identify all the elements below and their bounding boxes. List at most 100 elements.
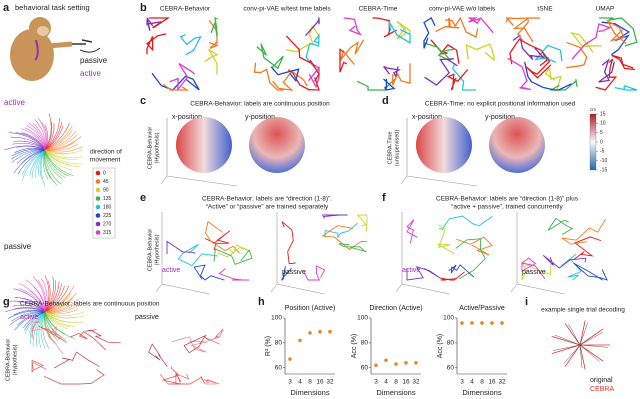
legend-frame [92,167,116,239]
original-trajectory [568,323,581,346]
trajectory [561,253,582,281]
embedding-sphere [489,117,545,173]
axes-3d [395,212,450,295]
legend-swatch [95,213,101,218]
trajectory [12,142,46,151]
trajectory [21,128,46,151]
trajectory [435,17,460,32]
panel-label: b [140,2,147,14]
colorbar [589,113,597,171]
panel-title: behavioral task setting [15,3,90,12]
trajectory [183,334,207,354]
cue-label: passive [80,56,108,65]
trajectory [44,149,66,178]
trajectory [44,285,70,313]
trajectory [37,117,47,151]
side-label: CEBRA-Behavior [5,339,11,382]
trajectory [598,17,638,47]
panel-label: a [3,2,10,14]
trajectory [179,34,202,56]
trajectory [446,69,468,91]
trajectory [166,240,196,255]
trajectory [44,149,79,160]
trajectory [38,325,68,343]
trajectory [29,290,46,313]
trajectory [175,372,206,385]
original-trajectory [579,344,583,368]
decoded-trajectory [579,320,586,346]
x-tick-label: 8 [480,379,484,386]
trajectory [28,122,46,151]
trajectory [14,147,46,153]
data-point [490,321,494,325]
trajectory [169,63,195,92]
trajectory [31,149,46,179]
legend-label: 135 [103,196,112,202]
decoded-trajectory [579,344,604,362]
trajectory [605,19,627,45]
trajectory [11,149,46,163]
trajectory [339,48,348,73]
decoded-trajectory [564,344,581,367]
plot-label: passive [135,314,159,321]
colorbar-tick-label: -15 [600,167,607,173]
decoded-trajectory [579,328,604,346]
trajectory [44,149,70,177]
trajectory [44,149,70,166]
trajectory [14,296,46,313]
original-trajectory [554,334,581,346]
panel-label: c [140,95,146,107]
trajectory [614,85,638,91]
trajectory [204,48,219,75]
panel-label: h [258,296,265,308]
trajectory [272,70,308,91]
trajectory [566,42,588,69]
y-tick-label: 100 [271,315,282,322]
panel-title: “active + passive”, trained concurrently [451,204,563,211]
trajectory [4,307,46,313]
trajectory [44,311,86,319]
trajectory [547,217,574,235]
x-axis-label: Dimensions [376,388,415,397]
trajectory [24,127,46,151]
trajectory [44,123,70,151]
trajectory [286,35,320,82]
sub-title: x-position [172,114,202,121]
plot-label: active [20,314,38,321]
trajectory [203,379,220,385]
sub-title: x-position [412,114,442,121]
trajectory [437,224,455,255]
trajectory [69,331,106,351]
trajectory [44,113,52,151]
trajectory [339,39,365,65]
x-tick-label: 32 [412,379,420,386]
y-tick-label: 80 [447,340,455,347]
trajectory [524,61,572,91]
trajectory [32,122,46,151]
trajectory [44,146,83,153]
x-tick-label: 8 [308,379,312,386]
trajectory [29,311,46,345]
data-point [308,331,312,335]
trajectory [506,16,541,26]
legend-label: 315 [103,230,112,236]
trajectory [451,63,476,91]
trajectory [11,149,46,160]
trajectory [424,42,456,62]
x-tick-label: 32 [498,379,506,386]
legend-label: 225 [103,213,112,219]
trajectory [509,38,548,67]
x-tick-label: 16 [402,379,410,386]
y-tick-label: 80 [275,340,283,347]
trajectory [13,288,46,313]
panel-label: i [525,296,528,308]
colorbar-unit: cm [590,107,596,112]
trajectory [218,268,250,281]
trajectory [13,149,46,174]
trajectory [561,218,606,245]
trajectory [44,149,83,165]
trajectory [281,266,292,281]
trajectory [465,43,495,62]
data-point [480,321,484,325]
